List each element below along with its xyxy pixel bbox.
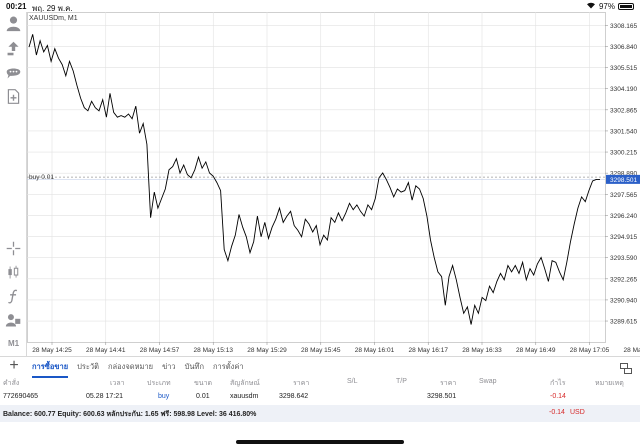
- current-price-badge: [606, 174, 640, 184]
- balance-summary: Balance: 600.77 Equity: 600.63 หลักประกั…: [3, 411, 257, 418]
- tab-news[interactable]: ข่าว: [162, 362, 176, 371]
- crosshair-icon[interactable]: [4, 239, 23, 258]
- header-volume: ขนาด: [194, 380, 213, 387]
- y-tick-label: 3308.165: [610, 23, 637, 30]
- bottom-tab-bar: + การซื้อขาย ประวัติ กล่องจดหมาย ข่าว บั…: [0, 356, 640, 378]
- x-tick-label: 28 May 17:05: [570, 347, 610, 354]
- header-order: คำสั่ง: [3, 380, 20, 387]
- trade-icon[interactable]: [4, 39, 23, 58]
- x-tick-label: 28 May 14:25: [32, 347, 72, 354]
- x-tick-label: 28 May 15:45: [301, 347, 341, 354]
- trade-table-header: คำสั่ง เวลา ประเภท ขนาด สัญลักษณ์ ราคา S…: [0, 375, 640, 390]
- tab-history[interactable]: ประวัติ: [77, 362, 100, 371]
- balance-currency: USD: [570, 409, 585, 416]
- x-tick-label: 28 May 14:57: [140, 347, 180, 354]
- tab-journal[interactable]: บันทึก: [184, 362, 205, 371]
- y-tick-label: 3304.190: [610, 86, 637, 93]
- row-price: 3298.501: [427, 393, 457, 400]
- y-tick-label: 3290.940: [610, 297, 637, 304]
- battery-icon: [618, 2, 634, 10]
- table-row[interactable]: 772690465 05.28 17:21 buy 0.01 xauusdm 3…: [0, 390, 640, 405]
- price-series-line: [28, 34, 600, 325]
- plot-frame: [27, 12, 606, 343]
- header-time: เวลา: [110, 380, 125, 387]
- home-indicator[interactable]: [236, 440, 404, 444]
- y-tick-label: 3301.540: [610, 128, 637, 135]
- header-comment: หมายเหตุ: [595, 380, 624, 387]
- status-date: พฤ. 29 พ.ค.: [32, 4, 73, 13]
- y-tick-label: 3296.240: [610, 213, 637, 220]
- status-bar: 00:21 พฤ. 29 พ.ค. 97%: [0, 0, 640, 13]
- header-sl: S/L: [347, 378, 358, 385]
- tab-settings[interactable]: การตั้งค่า: [213, 362, 244, 371]
- header-swap: Swap: [479, 378, 497, 385]
- status-time: 00:21: [6, 2, 27, 11]
- indicator-f-icon[interactable]: [4, 287, 23, 306]
- x-tick-label: 28 May 16:49: [516, 347, 556, 354]
- y-tick-label: 3289.615: [610, 319, 637, 326]
- y-tick-label: 3294.915: [610, 234, 637, 241]
- y-tick-label: 3300.215: [610, 150, 637, 157]
- tab-trade[interactable]: การซื้อขาย: [32, 361, 69, 378]
- current-price-label: 3298.501: [610, 177, 637, 184]
- x-tick-label: 28 May 17:21: [624, 347, 640, 354]
- y-tick-label: 3306.840: [610, 44, 637, 51]
- wifi-icon: [586, 1, 596, 11]
- order-line-label[interactable]: buy 0.01: [29, 174, 54, 181]
- row-time: 05.28 17:21: [86, 393, 123, 400]
- chart-canvas[interactable]: 3308.165 3306.840 3305.515 3304.190 3302.865…: [27, 12, 640, 356]
- row-profit: -0.14: [550, 393, 566, 400]
- layout-toggle-icon[interactable]: [620, 361, 632, 374]
- header-symbol: สัญลักษณ์: [230, 380, 260, 387]
- header-open-price: ราคา: [293, 380, 310, 387]
- row-symbol: xauusdm: [230, 393, 259, 400]
- header-type: ประเภท: [147, 380, 171, 387]
- chat-icon[interactable]: [4, 63, 23, 82]
- chart-title: XAUUSDm, M1: [29, 15, 78, 22]
- header-price: ราคา: [440, 380, 457, 387]
- timeframe-button[interactable]: M1: [7, 339, 20, 348]
- y-tick-label: 3292.265: [610, 276, 637, 283]
- person-icon[interactable]: [4, 14, 23, 33]
- y-tick-label: 3297.565: [610, 192, 637, 199]
- row-type: buy: [158, 393, 170, 400]
- x-tick-label: 28 May 15:13: [194, 347, 234, 354]
- row-open-price: 3298.642: [279, 393, 309, 400]
- new-document-icon[interactable]: [4, 87, 23, 106]
- y-tick-label: 3293.590: [610, 255, 637, 262]
- add-icon[interactable]: +: [9, 357, 19, 374]
- x-tick-label: 28 May 16:17: [409, 347, 449, 354]
- y-tick-label: 3302.865: [610, 107, 637, 114]
- row-volume: 0.01: [196, 393, 210, 400]
- x-tick-label: 28 May 14:41: [86, 347, 126, 354]
- tab-mailbox[interactable]: กล่องจดหมาย: [108, 362, 154, 371]
- objects-icon[interactable]: [4, 311, 23, 330]
- y-tick-label: 3298.890: [610, 171, 637, 178]
- status-right: 97%: [586, 1, 634, 11]
- x-tick-label: 28 May 16:01: [355, 347, 395, 354]
- balance-profit: -0.14: [549, 409, 565, 416]
- left-toolbar: M1: [0, 12, 27, 356]
- price-chart[interactable]: 3308.165 3306.840 3305.515 3304.190 3302.865…: [27, 12, 640, 356]
- tab-list: การซื้อขาย ประวัติ กล่องจดหมาย ข่าว บันท…: [32, 361, 244, 378]
- header-tp: T/P: [396, 378, 407, 385]
- x-tick-label: 28 May 15:29: [247, 347, 287, 354]
- y-tick-label: 3305.515: [610, 65, 637, 72]
- candles-icon[interactable]: [4, 263, 23, 282]
- row-order: 772690465: [3, 393, 39, 400]
- header-profit: กำไร: [550, 380, 566, 387]
- balance-bar: Balance: 600.77 Equity: 600.63 หลักประกั…: [0, 405, 640, 422]
- x-tick-label: 28 May 16:33: [462, 347, 502, 354]
- battery-percent: 97%: [598, 1, 615, 11]
